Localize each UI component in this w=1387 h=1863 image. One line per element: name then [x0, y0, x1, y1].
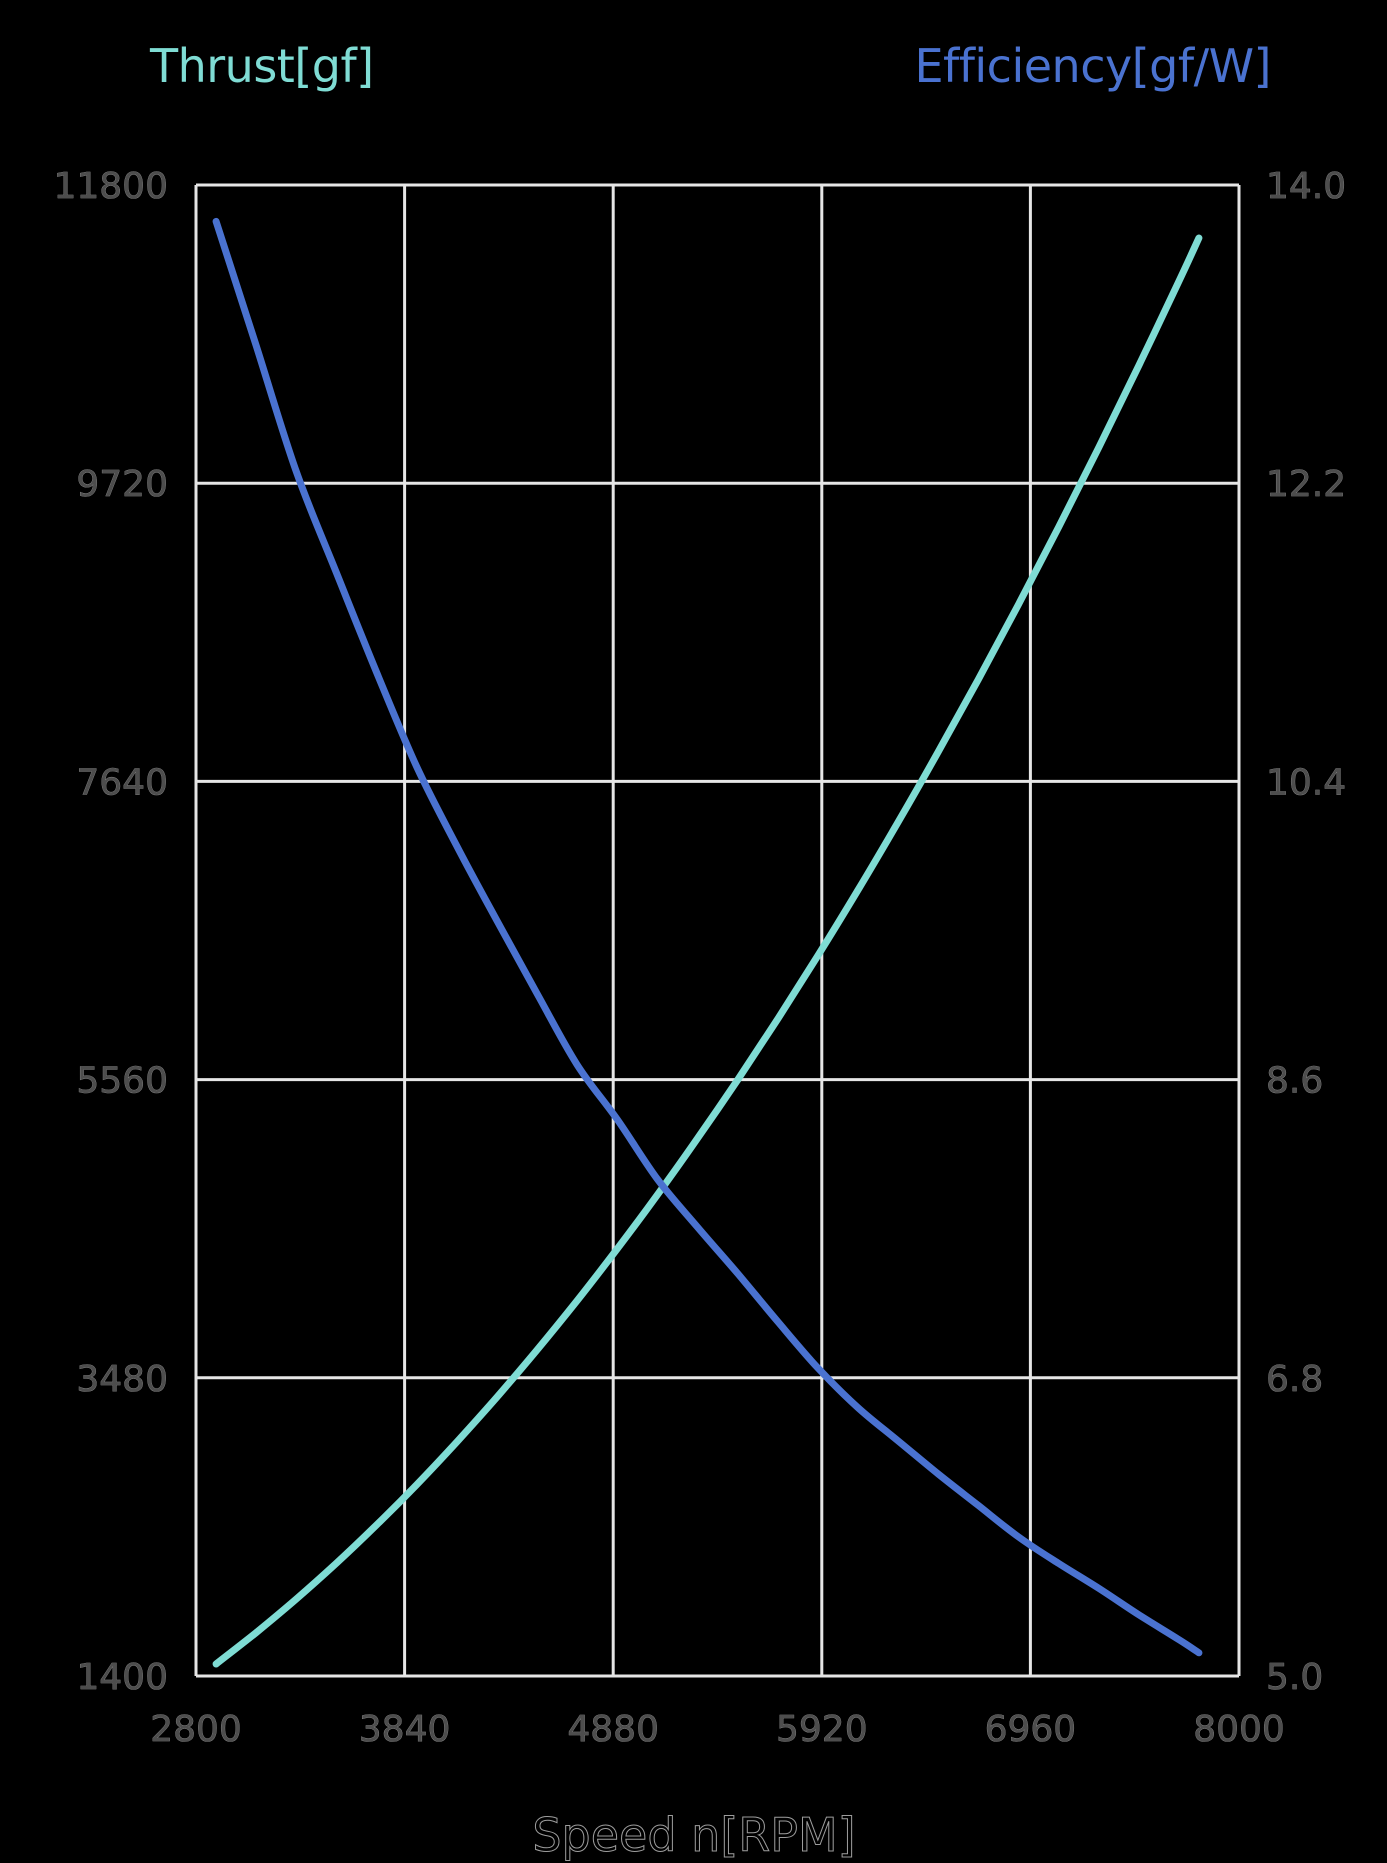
efficiency-axis-title: Efficiency[gf/W]: [914, 39, 1271, 93]
left-y-tick-label: 7640: [76, 762, 168, 803]
left-y-tick-label: 3480: [76, 1359, 168, 1400]
x-tick-label: 2800: [150, 1709, 242, 1750]
left-y-tick-label: 1400: [76, 1657, 168, 1698]
right-y-tick-label: 10.4: [1266, 762, 1346, 803]
x-tick-label: 6960: [985, 1709, 1077, 1750]
left-y-tick-label: 9720: [76, 464, 168, 505]
right-y-tick-label: 6.8: [1266, 1359, 1323, 1400]
plot-grid: [194, 183, 1241, 1678]
x-tick-label: 8000: [1193, 1709, 1285, 1750]
efficiency-series-line: [212, 217, 1203, 1657]
x-axis-ticks: 2800 3840 4880 5920 6960 8000: [150, 1709, 1285, 1751]
right-y-axis-ticks: 14.0 12.2 10.4 8.6 6.8 5.0: [1266, 166, 1347, 1699]
x-tick-label: 5920: [776, 1709, 868, 1750]
x-axis-title: Speed n[RPM]: [532, 1808, 855, 1862]
left-y-tick-label: 11800: [53, 166, 168, 207]
right-y-tick-label: 8.6: [1266, 1061, 1323, 1102]
left-y-axis-ticks: 11800 9720 7640 5560 3480 1400: [53, 166, 168, 1699]
x-tick-label: 4880: [567, 1709, 659, 1750]
right-y-tick-label: 12.2: [1266, 464, 1346, 505]
thrust-series-line: [212, 234, 1203, 1668]
left-y-tick-label: 5560: [76, 1061, 168, 1102]
right-y-tick-label: 14.0: [1266, 166, 1346, 207]
thrust-axis-title: Thrust[gf]: [150, 39, 374, 93]
right-y-tick-label: 5.0: [1266, 1657, 1323, 1698]
x-tick-label: 3840: [359, 1709, 451, 1750]
